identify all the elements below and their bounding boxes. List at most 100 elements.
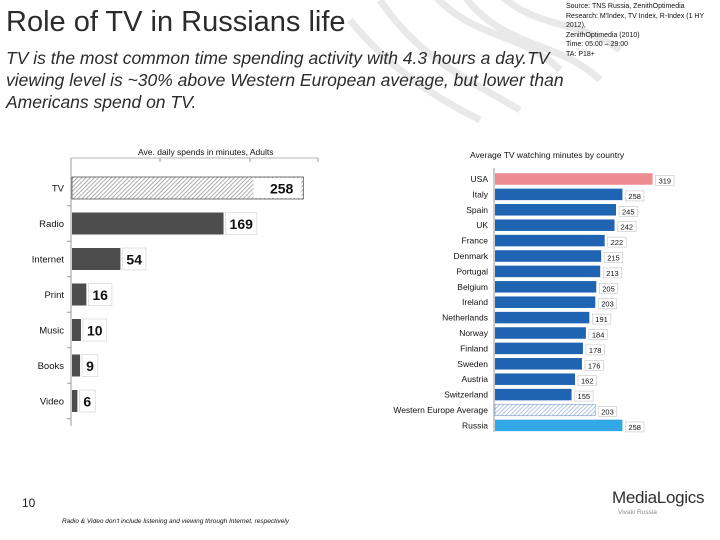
- right-category-label: Austria: [462, 374, 489, 384]
- right-category-label: Western Europe Average: [393, 405, 488, 415]
- right-bar: [495, 373, 576, 385]
- right-value-label: 178: [589, 346, 602, 355]
- right-value-label: 162: [581, 377, 594, 386]
- right-value-label: 245: [622, 207, 635, 216]
- right-bar: [495, 358, 582, 370]
- right-value-label: 203: [601, 408, 614, 417]
- right-value-box: [603, 252, 624, 263]
- left-value-label: 10: [87, 323, 103, 339]
- logo-wordmark: MediaLogics: [612, 488, 705, 507]
- right-bar: [495, 204, 617, 216]
- right-category-label: Denmark: [454, 251, 489, 261]
- right-value-box: [577, 375, 597, 387]
- left-value-box: [79, 389, 96, 413]
- right-bar: [495, 296, 596, 308]
- right-category-label: Norway: [459, 328, 489, 338]
- page-subtitle: TV is the most common time spending acti…: [6, 48, 564, 112]
- left-value-box: [225, 212, 258, 235]
- right-category-label: USA: [471, 174, 489, 184]
- right-category-label: Italy: [472, 189, 488, 199]
- logo-subtitle: Vivaki Russia: [618, 509, 657, 516]
- left-value-label: 9: [86, 358, 94, 374]
- left-bar: [72, 319, 81, 341]
- right-value-box: [597, 406, 618, 417]
- right-category-label: Finland: [460, 343, 488, 353]
- left-value-box: [88, 283, 113, 306]
- right-value-box: [585, 344, 605, 356]
- left-chart-bars: TV 258 Radio 169 Internet 54 Print 16 Music 10 Boo…: [32, 176, 304, 413]
- left-value-label: 16: [92, 287, 108, 303]
- right-chart-bars: USA 319 Italy 258 Spain 245 UK 242 France 222 Denm…: [393, 173, 675, 433]
- right-value-label: 258: [628, 192, 641, 201]
- left-value-box: [122, 247, 147, 271]
- left-value-box: [82, 318, 107, 342]
- right-value-label: 213: [606, 269, 619, 278]
- right-category-label: Ireland: [462, 297, 488, 307]
- left-category-label: Books: [38, 361, 65, 372]
- right-value-box: [588, 329, 608, 340]
- right-value-label: 176: [588, 361, 601, 370]
- left-category-label: TV: [52, 184, 65, 195]
- right-bar: [495, 250, 602, 262]
- right-bar: [495, 219, 615, 231]
- company-logo: MediaLogics Vivaki Russia: [612, 488, 704, 516]
- left-bar: [71, 176, 304, 200]
- left-bar: [72, 283, 87, 306]
- source-note: Source: TNS Russia, ZenithOptimedia Rese…: [566, 3, 705, 58]
- right-bar: [495, 173, 653, 185]
- right-value-label: 184: [592, 331, 605, 340]
- right-bar: [495, 342, 583, 355]
- left-bar: [72, 248, 121, 270]
- right-bar: [495, 281, 597, 293]
- right-bar: [495, 311, 590, 324]
- right-value-label: 319: [659, 177, 672, 186]
- right-value-label: 242: [621, 223, 634, 232]
- left-bar: [72, 212, 224, 235]
- right-value-label: 203: [601, 300, 614, 309]
- right-value-box: [617, 221, 637, 232]
- left-chart-title: Ave. daily spends in minutes, Adults: [138, 147, 274, 157]
- left-category-label: Internet: [32, 255, 65, 266]
- left-bar: [72, 354, 81, 377]
- left-value-label: 258: [270, 181, 294, 197]
- right-category-label: Russia: [462, 420, 488, 430]
- right-bar: [495, 388, 572, 401]
- right-value-box: [598, 282, 619, 294]
- right-value-box: [597, 298, 618, 310]
- right-bar: [495, 419, 623, 432]
- right-value-label: 215: [607, 254, 620, 263]
- left-category-label: Music: [39, 326, 64, 337]
- right-category-label: Belgium: [457, 282, 488, 292]
- right-category-label: Sweden: [457, 359, 488, 369]
- right-category-label: Portugal: [456, 266, 488, 276]
- right-category-label: UK: [476, 220, 488, 230]
- right-bar: [495, 234, 605, 247]
- left-value-label: 6: [83, 394, 91, 410]
- right-value-box: [607, 236, 627, 248]
- right-value-box: [625, 421, 645, 433]
- right-value-box: [655, 175, 675, 186]
- left-category-label: Print: [44, 290, 64, 301]
- right-value-box: [592, 313, 612, 325]
- right-value-label: 191: [595, 315, 608, 324]
- right-bar: [494, 403, 596, 417]
- left-chart-axes: [67, 157, 319, 426]
- right-chart-title: Average TV watching minutes by country: [470, 150, 625, 160]
- left-bar: [72, 390, 78, 412]
- right-category-label: Switzerland: [444, 390, 488, 400]
- footnote: Radio & Video don't include listening an…: [62, 518, 289, 525]
- left-value-label: 54: [126, 252, 142, 268]
- right-value-box: [574, 390, 594, 402]
- right-value-box: [618, 206, 638, 217]
- right-value-label: 205: [602, 284, 615, 293]
- left-value-label: 169: [230, 216, 254, 232]
- right-value-label: 222: [611, 238, 624, 247]
- left-category-label: Radio: [39, 219, 64, 230]
- right-value-label: 258: [628, 423, 641, 432]
- right-value-box: [625, 190, 645, 202]
- page-title: Role of TV in Russians life: [6, 6, 346, 38]
- left-value-box: [81, 354, 99, 377]
- right-category-label: Netherlands: [442, 313, 488, 323]
